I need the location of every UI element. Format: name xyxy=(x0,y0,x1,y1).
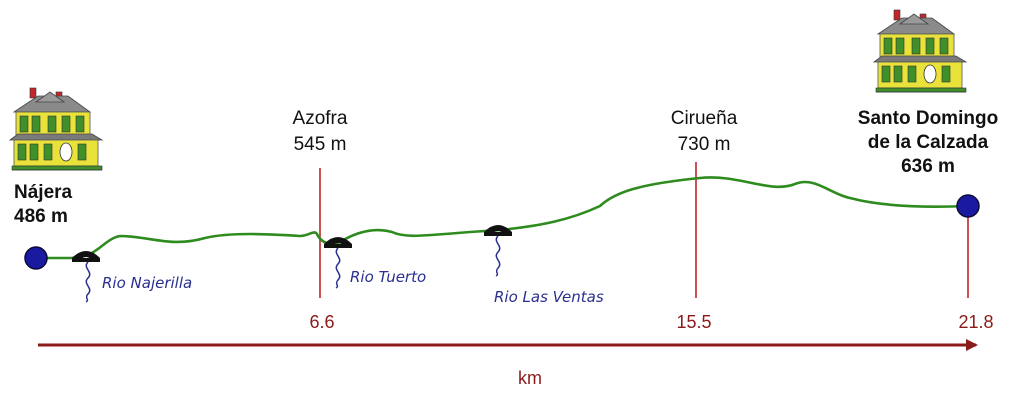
distance-label-cirena: 15.5 xyxy=(676,312,711,332)
santo-domingo-name-line1: Santo Domingo xyxy=(858,108,998,129)
river-icon xyxy=(85,261,91,303)
santo-domingo-house-icon xyxy=(873,9,967,93)
santo-domingo-endpoint xyxy=(956,194,980,218)
bridge-icon xyxy=(72,251,100,262)
axis-unit-label: km xyxy=(518,368,542,388)
distance-label-azofra: 6.6 xyxy=(309,312,334,332)
river-icon xyxy=(335,247,341,289)
najera-elevation: 486 m xyxy=(14,206,68,227)
cirena-name: Cirueña xyxy=(671,108,738,129)
najera-name: Nájera xyxy=(14,182,73,203)
najera-house-icon xyxy=(9,87,103,171)
santo-domingo-elevation: 636 m xyxy=(901,156,955,177)
elevation-profile-line xyxy=(38,176,969,260)
santo-domingo-name-line2: de la Calzada xyxy=(868,132,989,153)
azofra-name: Azofra xyxy=(293,108,348,129)
cirena-elevation: 730 m xyxy=(678,134,731,155)
river-label: Rio Tuerto xyxy=(350,268,426,286)
river-label: Rio Najerilla xyxy=(102,274,192,292)
bridge-icon xyxy=(484,225,512,236)
river-icon xyxy=(495,235,501,277)
river-label: Rio Las Ventas xyxy=(494,288,604,306)
azofra-elevation: 545 m xyxy=(294,134,347,155)
distance-label-end: 21.8 xyxy=(958,312,993,332)
najera-endpoint xyxy=(24,246,48,270)
